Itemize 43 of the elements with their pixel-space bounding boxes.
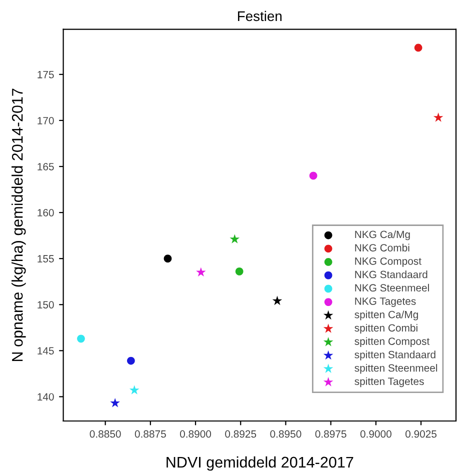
x-tick-label: 0.8900 (180, 430, 212, 438)
legend-label: NKG Tagetes (355, 298, 416, 307)
legend-label: spitten Ca/Mg (354, 310, 418, 320)
point (414, 44, 422, 52)
legend-label: spitten Compost (354, 337, 430, 348)
y-tick-label: 150 (38, 301, 54, 308)
y-tick-label: 170 (38, 116, 54, 124)
chart-title: Festien (238, 10, 282, 22)
y-tick-label: 160 (38, 209, 54, 216)
y-tick-label: 140 (38, 393, 54, 401)
legend-label: spitten Standaard (354, 350, 436, 360)
point (272, 296, 282, 306)
point (309, 172, 318, 180)
point (164, 254, 172, 263)
point (196, 267, 206, 277)
y-tick-label: 155 (38, 255, 54, 262)
x-tick-label: 0.8975 (315, 430, 346, 438)
y-tick-label: 175 (38, 71, 54, 78)
legend-label: spitten Combi (354, 324, 418, 334)
x-tick-label: 0.8950 (270, 430, 302, 438)
point (110, 398, 120, 408)
point (77, 334, 85, 343)
legend-label: NKG Standaard (355, 270, 428, 278)
x-tick-label: 0.8850 (90, 430, 121, 438)
x-axis-title: NDVI gemiddeld 2014-2017 (166, 456, 354, 471)
legend-label: NKG Combi (355, 244, 410, 252)
point (433, 112, 444, 122)
x-tick-label: 0.9000 (360, 430, 392, 438)
y-tick-label: 145 (38, 347, 54, 355)
legend-label: NKG Compost (355, 257, 422, 267)
x-tick-label: 0.8925 (225, 430, 256, 438)
x-tick-label: 0.8875 (134, 430, 166, 438)
point (127, 356, 135, 365)
point (230, 234, 240, 244)
y-tick-label: 165 (38, 162, 54, 170)
legend-label: NKG Steenmeel (355, 284, 429, 292)
legend-label: spitten Tagetes (354, 377, 424, 388)
legend-label: spitten Steenmeel (354, 364, 438, 374)
point (129, 385, 140, 394)
legend-label: NKG Ca/Mg (355, 230, 410, 240)
y-axis-title: N opname (kg/ha) gemiddeld 2014-2017 (12, 88, 26, 362)
x-tick-label: 0.9025 (405, 430, 436, 438)
point (235, 268, 244, 276)
